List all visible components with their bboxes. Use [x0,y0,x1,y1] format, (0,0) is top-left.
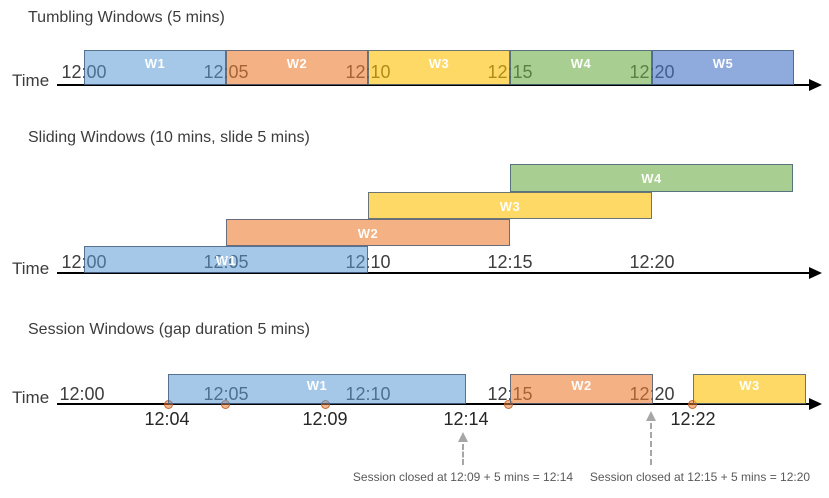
arrow-up-icon [646,411,656,421]
tumbling-window-bar-w3: W3 [368,50,510,85]
window-label: W1 [306,378,328,393]
session-tick: 12:00 [59,384,105,404]
session-close-arrow-line [462,444,464,465]
event-time-label: 12:14 [443,409,489,429]
tumbling-time-axis-label: Time [12,71,50,90]
window-label: W4 [570,56,592,71]
window-label: W2 [571,378,592,393]
session-window-bar-w3: W3 [693,374,806,404]
sliding-time-axis-label: Time [12,259,50,278]
session-close-arrow-line [650,423,652,465]
tumbling-timeline-arrowhead-icon [809,79,822,91]
window-label: W1 [144,56,166,71]
tumbling-window-bar-w1: W1 [84,50,226,85]
session-section-title: Session Windows (gap duration 5 mins) [28,321,310,338]
sliding-window-bar-w4: W4 [510,164,793,192]
window-label: W4 [641,171,662,186]
tumbling-window-bar-w2: W2 [226,50,368,85]
sliding-section-title: Sliding Windows (10 mins, slide 5 mins) [28,129,310,146]
session-timeline-arrowhead-icon [809,398,822,410]
event-dot [688,400,697,409]
window-label: W3 [739,378,760,393]
sliding-window-bar-w1: W1 [84,246,368,273]
arrow-up-icon [458,432,468,442]
session-window-bar-w1: W1 [168,374,466,404]
sliding-window-bar-w2: W2 [226,219,510,246]
sliding-tick: 12:15 [487,252,533,272]
session-timeline [57,403,812,405]
session-close-annotation: Session closed at 12:15 + 5 mins = 12:20 [589,470,811,484]
tumbling-section-title: Tumbling Windows (5 mins) [28,9,225,26]
event-time-label: 12:09 [302,409,348,429]
window-label: W1 [215,253,237,268]
sliding-timeline [57,272,812,274]
tumbling-window-bar-w4: W4 [510,50,652,85]
event-time-label: 12:22 [670,409,716,429]
window-label: W3 [428,56,450,71]
window-label: W5 [712,56,734,71]
event-time-label: 12:04 [144,409,190,429]
session-time-axis-label: Time [12,388,50,407]
tumbling-timeline [57,84,812,86]
window-label: W2 [357,226,379,241]
window-label: W2 [286,56,308,71]
sliding-tick: 12:20 [629,252,675,272]
sliding-timeline-arrowhead-icon [809,267,822,279]
session-close-annotation: Session closed at 12:09 + 5 mins = 12:14 [352,470,574,484]
session-window-bar-w2: W2 [510,374,653,404]
sliding-window-bar-w3: W3 [368,192,652,219]
window-label: W3 [499,199,521,214]
event-dot [504,400,513,409]
tumbling-window-bar-w5: W5 [652,50,794,85]
